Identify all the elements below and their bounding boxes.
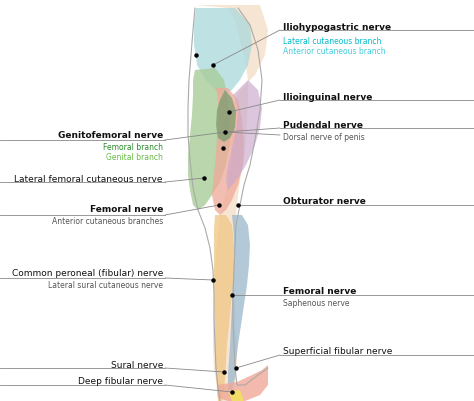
Polygon shape (216, 90, 236, 142)
Text: Anterior cutaneous branches: Anterior cutaneous branches (52, 217, 163, 227)
Polygon shape (195, 5, 268, 401)
Text: Lateral femoral cutaneous nerve: Lateral femoral cutaneous nerve (15, 174, 163, 184)
Text: Sural nerve: Sural nerve (110, 360, 163, 369)
Polygon shape (188, 68, 230, 210)
Text: Iliohypogastric nerve: Iliohypogastric nerve (283, 22, 391, 32)
Text: Deep fibular nerve: Deep fibular nerve (78, 377, 163, 387)
Text: Genitofemoral nerve: Genitofemoral nerve (58, 130, 163, 140)
Text: Common peroneal (fibular) nerve: Common peroneal (fibular) nerve (12, 269, 163, 279)
Text: Femoral nerve: Femoral nerve (90, 205, 163, 215)
Text: Saphenous nerve: Saphenous nerve (283, 300, 349, 308)
Text: Ilioinguinal nerve: Ilioinguinal nerve (283, 93, 373, 103)
Text: Femoral branch: Femoral branch (103, 142, 163, 152)
Text: Lateral cutaneous branch: Lateral cutaneous branch (283, 36, 382, 45)
Polygon shape (212, 88, 244, 215)
Text: Obturator nerve: Obturator nerve (283, 198, 366, 207)
Polygon shape (226, 80, 262, 190)
Text: Superficial fibular nerve: Superficial fibular nerve (283, 348, 392, 356)
Text: Dorsal nerve of penis: Dorsal nerve of penis (283, 134, 365, 142)
Polygon shape (214, 215, 234, 401)
Polygon shape (217, 365, 268, 401)
Text: Genital branch: Genital branch (106, 154, 163, 162)
Text: Anterior cutaneous branch: Anterior cutaneous branch (283, 47, 386, 57)
Text: Pudendal nerve: Pudendal nerve (283, 120, 363, 130)
Text: Femoral nerve: Femoral nerve (283, 286, 356, 296)
Text: Lateral sural cutaneous nerve: Lateral sural cutaneous nerve (48, 282, 163, 290)
Polygon shape (194, 8, 252, 95)
Polygon shape (228, 390, 244, 401)
Polygon shape (228, 215, 250, 390)
